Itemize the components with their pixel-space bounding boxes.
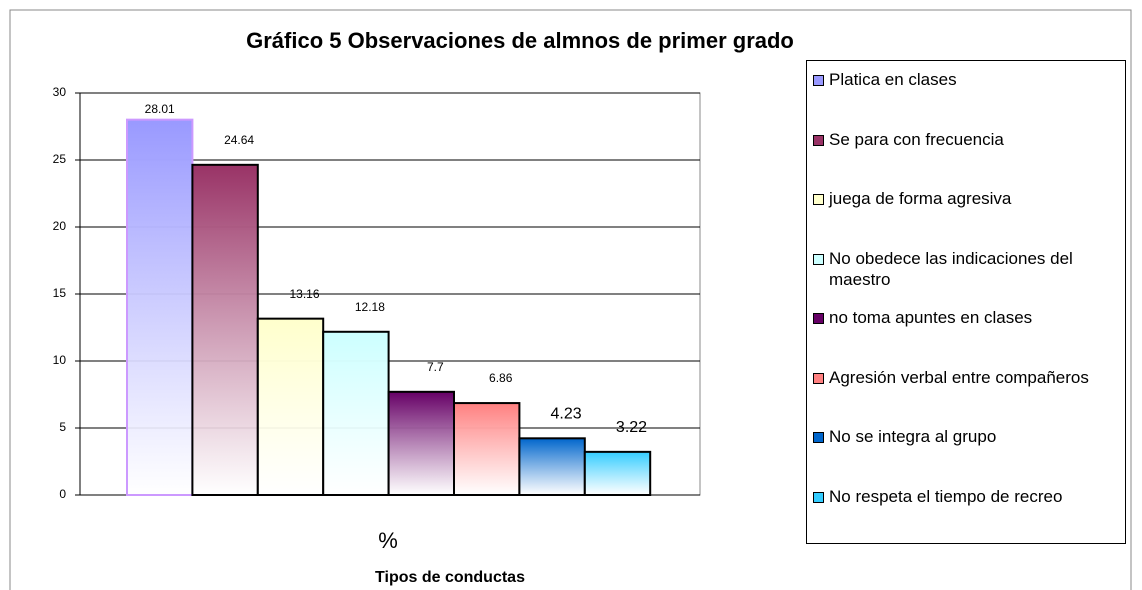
legend-item: Agresión verbal entre compañeros bbox=[813, 367, 1123, 388]
frame bbox=[9, 9, 1132, 590]
data-label: 28.01 bbox=[145, 102, 175, 116]
data-label: 24.64 bbox=[224, 133, 254, 147]
legend-label: no toma apuntes en clases bbox=[829, 308, 1033, 327]
y-tick-label: 25 bbox=[53, 152, 67, 166]
bar bbox=[126, 118, 194, 497]
y-tick-label: 10 bbox=[53, 353, 67, 367]
legend-item: No se integra al grupo bbox=[813, 426, 1123, 447]
bar bbox=[518, 437, 586, 496]
legend-label: No se integra al grupo bbox=[829, 427, 997, 446]
legend-label: Platica en clases bbox=[829, 70, 957, 89]
y-tick-label: 5 bbox=[59, 420, 66, 434]
bar bbox=[453, 402, 521, 496]
legend-swatch bbox=[813, 372, 824, 384]
bar bbox=[387, 390, 456, 497]
legend-swatch bbox=[813, 313, 824, 324]
legend-item: juega de forma agresiva bbox=[813, 188, 1123, 209]
legend-label: Agresión verbal entre compañeros bbox=[829, 367, 1089, 387]
legend-item: Se para con frecuencia bbox=[813, 129, 1123, 150]
legend: Platica en clases Se para con frecuencia j… bbox=[806, 60, 1126, 544]
legend-swatch bbox=[813, 134, 824, 146]
legend-item: no toma apuntes en clases bbox=[813, 307, 1123, 328]
legend-swatch bbox=[813, 194, 824, 205]
legend-item: No obedece las indicaciones del maestro bbox=[813, 248, 1123, 290]
y-tick-label: 0 bbox=[59, 487, 66, 501]
y-tick-label: 30 bbox=[53, 85, 67, 99]
data-label: 4.23 bbox=[551, 406, 582, 423]
bar bbox=[322, 330, 390, 496]
legend-label: No obedece las indicaciones del maestro bbox=[829, 248, 1073, 289]
data-label: 6.86 bbox=[489, 371, 513, 385]
chart-title: Gráfico 5 Observaciones de almnos de pri… bbox=[246, 28, 794, 53]
legend-item: Platica en clases bbox=[813, 69, 1123, 90]
bar bbox=[583, 450, 652, 496]
x-tick-label: % bbox=[378, 528, 398, 553]
legend-swatch bbox=[813, 432, 824, 443]
legend-item: No respeta el tiempo de recreo bbox=[813, 486, 1123, 507]
y-tick-label: 20 bbox=[53, 219, 67, 233]
legend-swatch bbox=[813, 491, 824, 503]
legend-label: juega de forma agresiva bbox=[829, 189, 1012, 208]
bar bbox=[191, 163, 259, 496]
data-label: 12.18 bbox=[355, 300, 385, 314]
bar bbox=[256, 317, 325, 496]
x-axis-title: Tipos de conductas bbox=[375, 569, 525, 586]
data-label: 13.16 bbox=[289, 287, 319, 301]
data-label: 3.22 bbox=[616, 419, 647, 436]
legend-swatch bbox=[813, 75, 824, 86]
legend-swatch bbox=[813, 253, 824, 265]
legend-label: No respeta el tiempo de recreo bbox=[829, 486, 1063, 506]
data-label: 7.7 bbox=[427, 360, 444, 374]
y-tick-label: 15 bbox=[53, 286, 67, 300]
legend-label: Se para con frecuencia bbox=[829, 129, 1004, 149]
